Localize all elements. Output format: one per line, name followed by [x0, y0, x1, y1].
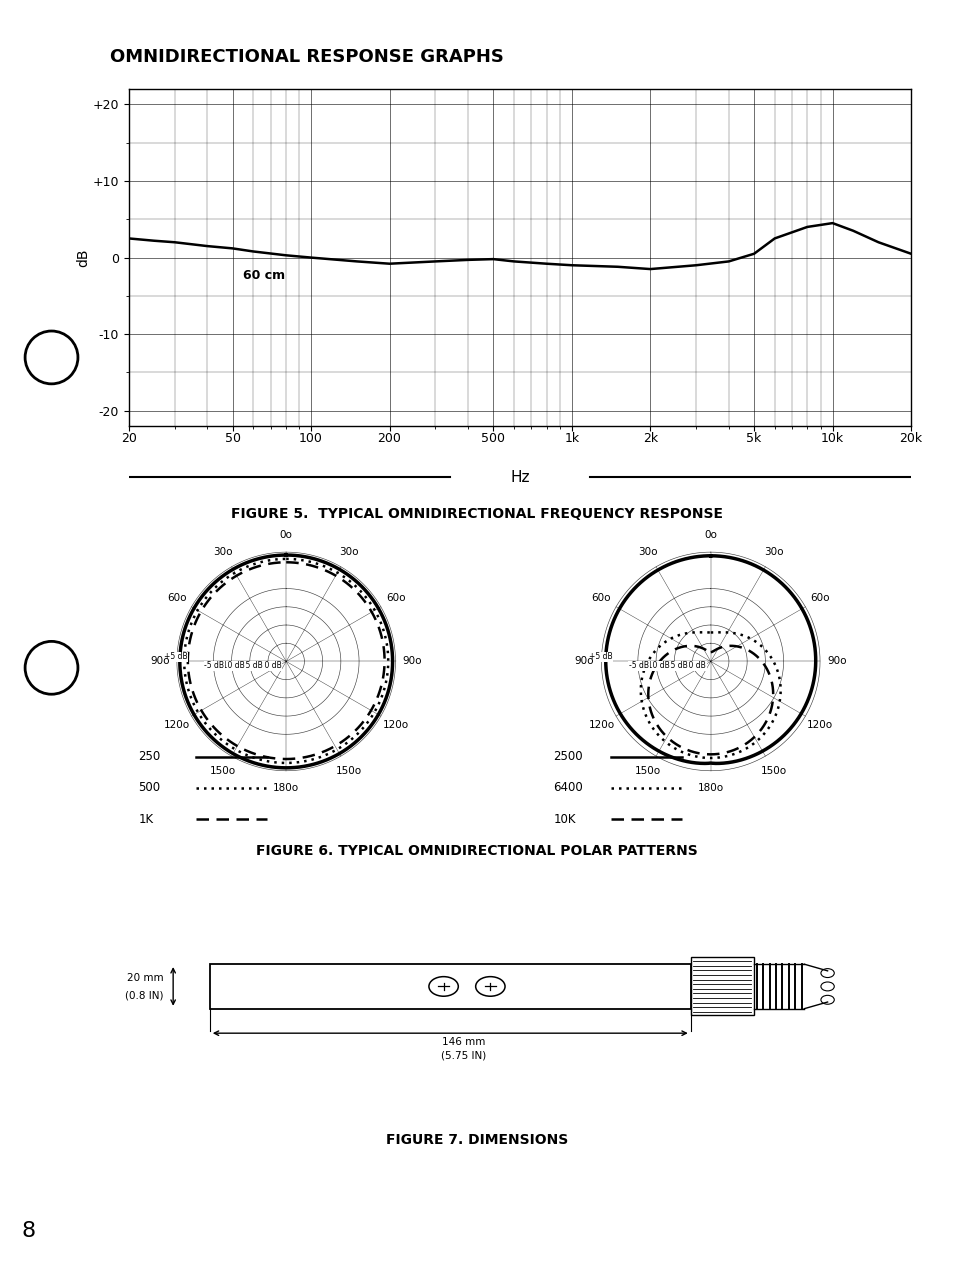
Text: -10 dB: -10 dB: [644, 661, 669, 670]
Text: 10K: 10K: [553, 813, 576, 826]
Text: 60o: 60o: [809, 593, 829, 603]
Text: 120o: 120o: [806, 720, 832, 730]
Text: (0.8 IN): (0.8 IN): [125, 991, 163, 1000]
Text: 10k: 10k: [821, 431, 843, 445]
Text: +5 dB: +5 dB: [588, 653, 612, 661]
Text: 500: 500: [481, 431, 505, 445]
Text: 150o: 150o: [634, 766, 660, 776]
Text: 30o: 30o: [638, 547, 657, 557]
Text: 2500: 2500: [553, 750, 582, 763]
Text: 60o: 60o: [385, 593, 405, 603]
Text: FIGURE 6. TYPICAL OMNIDIRECTIONAL POLAR PATTERNS: FIGURE 6. TYPICAL OMNIDIRECTIONAL POLAR …: [255, 843, 698, 859]
Text: Hz: Hz: [510, 469, 529, 485]
Text: 200: 200: [377, 431, 401, 445]
Text: 150o: 150o: [335, 766, 362, 776]
Text: 90o: 90o: [826, 656, 846, 667]
Text: -10 dB: -10 dB: [220, 661, 245, 670]
Text: 500: 500: [138, 781, 160, 795]
Text: 120o: 120o: [588, 720, 614, 730]
Text: 60o: 60o: [591, 593, 611, 603]
Text: +5 dB: +5 dB: [164, 653, 188, 661]
Bar: [690, 958, 753, 1015]
Text: 30o: 30o: [339, 547, 358, 557]
Text: -20 dB: -20 dB: [680, 661, 705, 670]
Y-axis label: dB: dB: [75, 248, 90, 267]
Text: 146 mm: 146 mm: [441, 1037, 485, 1047]
Text: 1K: 1K: [138, 813, 153, 826]
Text: 6400: 6400: [553, 781, 582, 795]
Text: -15 dB: -15 dB: [662, 661, 687, 670]
Text: -20 dB: -20 dB: [256, 661, 281, 670]
Text: 60 cm: 60 cm: [243, 270, 285, 282]
Text: 90o: 90o: [402, 656, 422, 667]
Text: FIGURE 7. DIMENSIONS: FIGURE 7. DIMENSIONS: [385, 1132, 568, 1147]
Text: 90o: 90o: [150, 656, 170, 667]
Text: 30o: 30o: [763, 547, 782, 557]
Text: 30o: 30o: [213, 547, 233, 557]
Text: English: English: [18, 196, 31, 256]
Text: 120o: 120o: [164, 720, 190, 730]
Text: 150o: 150o: [760, 766, 786, 776]
Text: 8: 8: [22, 1221, 35, 1240]
Text: 5k: 5k: [745, 431, 760, 445]
Text: FIGURE 5.  TYPICAL OMNIDIRECTIONAL FREQUENCY RESPONSE: FIGURE 5. TYPICAL OMNIDIRECTIONAL FREQUE…: [231, 506, 722, 522]
Text: 50: 50: [224, 431, 240, 445]
Text: 90o: 90o: [574, 656, 594, 667]
Text: -15 dB: -15 dB: [238, 661, 263, 670]
Text: 100: 100: [299, 431, 323, 445]
Text: 60o: 60o: [167, 593, 187, 603]
Text: 2k: 2k: [642, 431, 658, 445]
Text: 1k: 1k: [563, 431, 578, 445]
Text: 20: 20: [121, 431, 136, 445]
Text: OMNIDIRECTIONAL RESPONSE GRAPHS: OMNIDIRECTIONAL RESPONSE GRAPHS: [110, 48, 503, 66]
Bar: [210, 964, 690, 1009]
Text: 150o: 150o: [210, 766, 236, 776]
Text: 250: 250: [138, 750, 160, 763]
Text: 20k: 20k: [899, 431, 922, 445]
Text: 180o: 180o: [273, 782, 299, 792]
Text: 0o: 0o: [279, 530, 293, 541]
Text: 0o: 0o: [703, 530, 717, 541]
Text: 120o: 120o: [382, 720, 408, 730]
Text: -5 dB: -5 dB: [204, 661, 224, 670]
Text: 180o: 180o: [697, 782, 723, 792]
Text: 20 mm: 20 mm: [127, 973, 163, 982]
Text: (5.75 IN): (5.75 IN): [440, 1051, 486, 1060]
Text: -5 dB: -5 dB: [628, 661, 648, 670]
